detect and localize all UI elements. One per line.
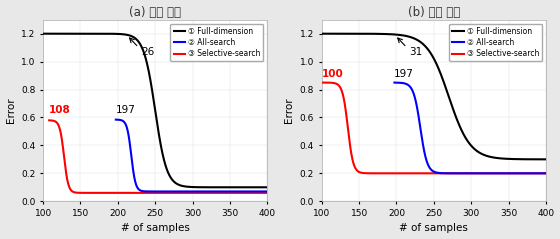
Text: 26: 26 — [141, 47, 154, 57]
Text: 108: 108 — [49, 105, 71, 115]
Text: 31: 31 — [409, 47, 422, 57]
Y-axis label: Error: Error — [284, 98, 294, 123]
Legend: ① Full-dimension, ② All-search, ③ Selective-search: ① Full-dimension, ② All-search, ③ Select… — [449, 24, 542, 61]
X-axis label: # of samples: # of samples — [399, 223, 468, 234]
Title: (b) 상하 방향: (b) 상하 방향 — [408, 5, 460, 19]
Text: 197: 197 — [394, 69, 414, 79]
Text: 100: 100 — [322, 69, 343, 79]
Y-axis label: Error: Error — [6, 98, 16, 123]
Legend: ① Full-dimension, ② All-search, ③ Selective-search: ① Full-dimension, ② All-search, ③ Select… — [170, 24, 263, 61]
Title: (a) 좌우 방향: (a) 좌우 방향 — [129, 5, 181, 19]
X-axis label: # of samples: # of samples — [121, 223, 190, 234]
Text: 197: 197 — [115, 105, 136, 115]
